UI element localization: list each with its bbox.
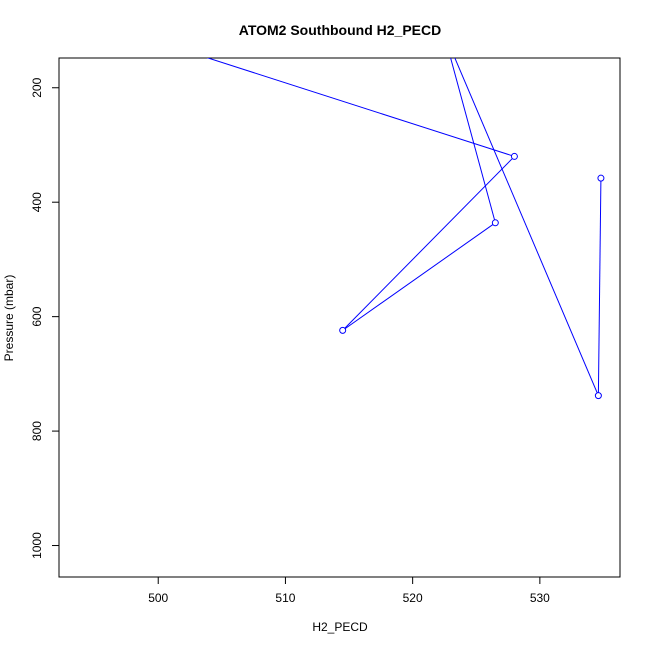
data-point: [491, 219, 499, 227]
data-point: [597, 174, 605, 182]
x-tick-label: 530: [530, 591, 550, 605]
series-group: [155, 39, 605, 400]
data-point: [594, 392, 602, 400]
x-axis-label: H2_PECD: [312, 620, 368, 634]
y-tick-label: 400: [30, 192, 44, 212]
x-tick-label: 510: [275, 591, 295, 605]
data-point: [339, 326, 347, 334]
series-segment: [454, 58, 599, 396]
y-tick-label: 200: [30, 77, 44, 97]
series-segment: [597, 178, 602, 396]
series-segment: [206, 58, 515, 157]
data-point: [155, 39, 161, 45]
series-segment: [342, 156, 515, 331]
series-segment: [342, 222, 496, 331]
y-tick-label: 800: [30, 421, 44, 441]
x-axis: 500 510 520 530: [148, 577, 550, 605]
x-tick-label: 520: [403, 591, 423, 605]
y-axis: 200 400 600 800 1000: [30, 77, 59, 559]
data-point: [510, 152, 518, 160]
series-segment: [450, 58, 496, 223]
plot-frame: [58, 57, 621, 578]
x-tick-label: 500: [148, 591, 168, 605]
y-tick-label: 1000: [30, 532, 44, 559]
y-tick-label: 600: [30, 306, 44, 326]
y-axis-label: Pressure (mbar): [2, 275, 16, 362]
chart-title: ATOM2 Southbound H2_PECD: [239, 22, 441, 38]
